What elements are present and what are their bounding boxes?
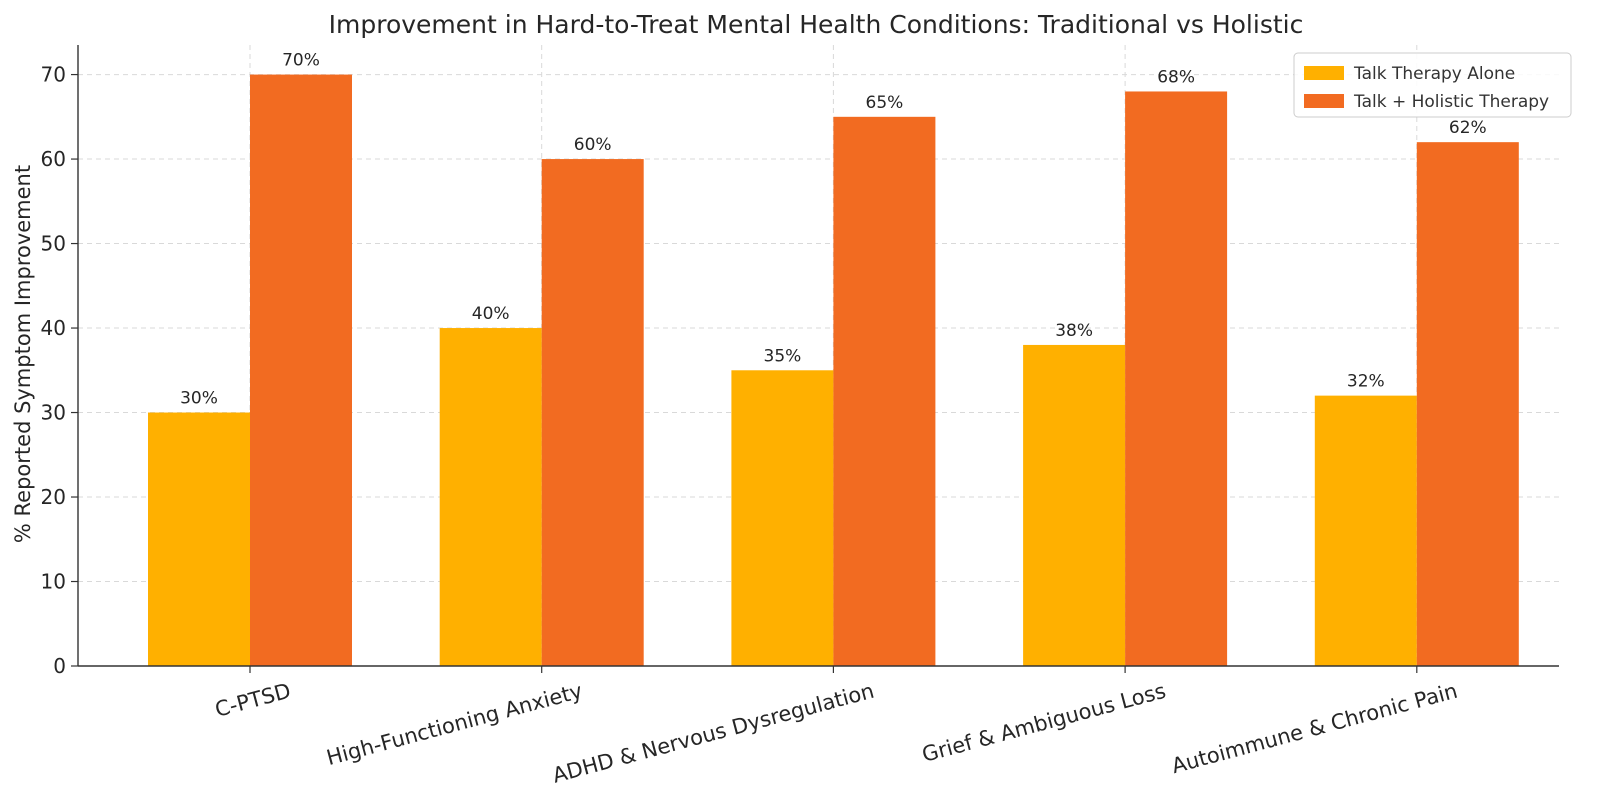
bar-talk-therapy-alone <box>1023 344 1126 666</box>
x-tick-label: High-Functioning Anxiety <box>324 679 585 770</box>
data-labels: 30% 40% 35% 38% 32% 70% 60% 65% 68% 62% <box>180 51 1487 409</box>
x-tick-label: ADHD & Nervous Dysregulation <box>550 679 877 788</box>
y-tick-label: 10 <box>41 570 66 594</box>
bar-talk-therapy-alone <box>148 412 250 666</box>
chart-title: Improvement in Hard-to-Treat Mental Heal… <box>329 10 1304 39</box>
bar-talk-holistic-therapy <box>541 159 644 666</box>
bar-data-label: 30% <box>180 389 218 409</box>
legend-label: Talk + Holistic Therapy <box>1353 92 1549 112</box>
bar-talk-therapy-alone <box>1314 395 1417 666</box>
y-tick-label: 30 <box>41 401 66 425</box>
y-tick-label: 40 <box>41 316 66 340</box>
y-tick-label: 60 <box>41 147 66 171</box>
x-tick-label: C-PTSD <box>212 679 293 722</box>
legend-label: Talk Therapy Alone <box>1353 64 1515 84</box>
y-tick-label: 70 <box>41 63 66 87</box>
y-axis-label: % Reported Symptom Improvement <box>11 165 35 543</box>
bar-talk-holistic-therapy <box>1125 91 1228 667</box>
x-tick-label: Autoimmune & Chronic Pain <box>1169 679 1460 779</box>
y-tick-label: 0 <box>53 654 66 678</box>
bars <box>148 74 1519 667</box>
bar-data-label: 38% <box>1055 321 1093 341</box>
bar-data-label: 35% <box>764 346 802 366</box>
axes <box>71 45 1559 673</box>
bar-data-label: 62% <box>1449 118 1487 138</box>
bar-data-label: 32% <box>1347 372 1385 392</box>
legend-swatch <box>1304 94 1344 108</box>
bar-data-label: 60% <box>574 135 612 155</box>
bar-talk-therapy-alone <box>731 370 834 666</box>
bar-talk-holistic-therapy <box>833 116 936 666</box>
bar-data-label: 68% <box>1157 67 1195 87</box>
legend-box <box>1293 52 1572 118</box>
x-tick-label: Grief & Ambiguous Loss <box>919 679 1168 767</box>
legend-swatch <box>1304 66 1344 80</box>
bar-data-label: 70% <box>282 51 320 71</box>
bar-data-label: 65% <box>866 93 904 113</box>
bar-talk-holistic-therapy <box>1416 142 1519 666</box>
bar-talk-therapy-alone <box>439 328 542 666</box>
bar-talk-holistic-therapy <box>250 74 352 667</box>
legend: Talk Therapy Alone Talk + Holistic Therap… <box>1293 52 1572 118</box>
y-tick-label: 20 <box>41 485 66 509</box>
bar-data-label: 40% <box>472 304 510 324</box>
y-tick-label: 50 <box>41 232 66 256</box>
